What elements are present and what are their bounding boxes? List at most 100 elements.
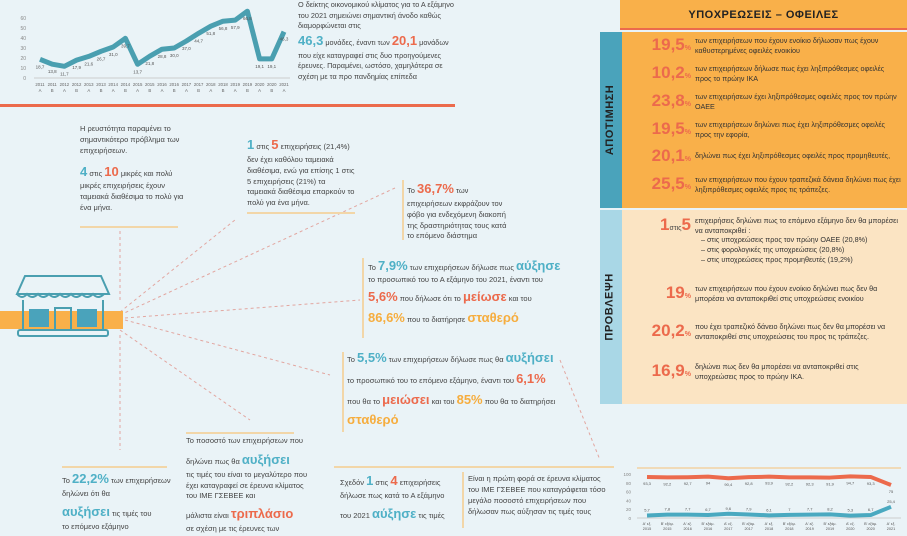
assessment-label-bar: ΑΠΟΤΙΜΗΣΗ [600, 32, 622, 208]
t: τις τιμές [416, 510, 445, 520]
y-tick-label: 0 [23, 76, 26, 82]
staff-increase-pct: 7,9% [378, 258, 408, 273]
y-tick-label: 50 [20, 26, 26, 32]
divider [342, 352, 344, 432]
t: επιχειρήσεις δηλώνει πως το επόμενο εξάμ… [695, 216, 898, 235]
data-label: 28,8 [158, 54, 167, 59]
y-tick-label: 20 [20, 56, 26, 62]
bullet: – στις υποχρεώσεις προς τον πρώην ΟΑΕΕ (… [701, 235, 868, 245]
forecast-value: 19% [620, 284, 695, 303]
x-tick-label: 2021 Α [279, 82, 289, 93]
y-tick-label: 60 [20, 16, 26, 22]
x-tick-label: Α' εξ. 2018 [765, 522, 774, 531]
data-label: 21,8 [145, 61, 154, 66]
data-label: 93,3 [643, 481, 652, 486]
prices-next-note: Το 22,2% των επιχειρήσεων δηλώνει ότι θα… [62, 470, 172, 532]
y-tick-label: 30 [20, 46, 26, 52]
t: Σχεδόν [340, 478, 367, 487]
t: 1 [660, 215, 670, 234]
y-tick-label: 100 [623, 472, 631, 477]
t: αυξήσει [62, 503, 110, 519]
x-tick-label: 2015 Β [145, 82, 155, 93]
divider [80, 226, 178, 228]
staff-past-note: Το 7,9% των επιχειρήσεων δήλωσε πως αύξη… [368, 258, 588, 326]
liquidity-text: Η ρευστότητα παραμένει το σημαντικότερο … [80, 124, 180, 155]
data-label: 93,3 [867, 481, 876, 486]
assessment-row: 10,2% των επιχειρήσεων δήλωσε πως έχει λη… [620, 64, 901, 83]
x-tick-label: 2013 Β [96, 82, 106, 93]
t: των επιχειρήσεων δήλωσε πως θα [386, 355, 506, 364]
data-label: 30,0 [170, 53, 179, 58]
value: 19 [665, 283, 685, 303]
y-tick-label: 20 [626, 507, 632, 512]
assessment-row: 23,8% των επιχειρήσεων έχει ληξιπρόθεσμες… [620, 92, 901, 111]
t: που το διατήρησε [404, 314, 468, 324]
fear-pre: Το [407, 186, 418, 195]
t: και του [429, 396, 457, 406]
data-label: 17,9 [72, 65, 81, 70]
forecast-label: ΠΡΟΒΛΕΨΗ [604, 273, 617, 341]
sep: στις [87, 168, 105, 178]
data-label: 46,3 [280, 37, 289, 42]
divider [247, 212, 355, 214]
data-label: 8,2 [827, 506, 833, 511]
t: αύξησε [516, 258, 561, 273]
x-tick-label: Α' εξ. 2021 [887, 522, 896, 531]
series-line [646, 504, 892, 518]
x-tick-label: Β' εξάμ. 2015 [661, 522, 674, 531]
t: επιχειρήσεις δήλωσε πως κατά το Α εξάμην… [340, 478, 445, 500]
t: Το [347, 355, 358, 364]
assessment-row: 19,5% των επιχειρήσεων που έχουν ενοίκιο … [620, 36, 901, 55]
y-tick-label: 40 [20, 36, 26, 42]
x-tick-label: 2017 Α [182, 82, 192, 93]
t: που θα το διατηρήσει [482, 396, 556, 406]
assessment-row: 19,5% των επιχειρήσεων δηλώνει πως έχει λ… [620, 120, 901, 139]
data-label: 6,1 [766, 507, 772, 512]
divider [186, 432, 294, 434]
data-label: 90,4 [724, 482, 733, 487]
t: των επιχειρήσεων δήλωσε πως [407, 263, 517, 272]
t: σε σχέση με τις έρευνες των [186, 524, 280, 534]
t: δηλώνει πως θα [186, 456, 242, 466]
cash-n1: 1 [247, 137, 255, 152]
assessment-value: 20,1% [620, 146, 695, 166]
fear-rest: των επιχειρήσεων εκφράζουν τον φόβο για … [407, 186, 507, 241]
t: Το [62, 476, 73, 485]
forecast-value: 20,2% [620, 322, 695, 341]
pct: % [684, 293, 691, 301]
cash-rest: επιχειρήσεις (21,4%) δεν έχει καθόλου τα… [247, 142, 355, 208]
x-tick-label: Α' εξ. 2015 [643, 522, 652, 531]
assessment-value: 10,2% [620, 64, 695, 83]
data-label: 19,1 [267, 64, 276, 69]
data-label: 66,8 [243, 16, 252, 21]
t: που θα το [347, 396, 383, 406]
data-label: 92,7 [684, 481, 693, 486]
x-tick-label: Β' εξάμ. 2016 [701, 522, 714, 531]
t: του 2021 [340, 510, 372, 520]
assessment-text: των επιχειρήσεων δήλωσε πως έχει ληξιπρό… [695, 64, 885, 83]
assessment-value: 25,5% [620, 175, 695, 194]
data-label: 92,2 [663, 481, 672, 486]
pct: % [684, 101, 691, 109]
t: των επιχειρήσεων δηλώνει ότι θα [62, 476, 171, 498]
pct: % [684, 184, 691, 192]
x-tick-label: 2012 Α [60, 82, 70, 93]
data-label: 11,7 [60, 71, 69, 76]
x-tick-label: 2020 Β [267, 82, 277, 93]
data-label: 7 [788, 507, 791, 512]
assessment-text: δηλώνει πως έχει ληξιπρόθεσμες οφειλές π… [695, 151, 891, 161]
x-tick-label: Β' εξάμ. 2017 [742, 522, 755, 531]
pct: % [684, 129, 691, 137]
x-tick-label: 2011 Β [48, 82, 58, 93]
value: 20,2 [651, 321, 685, 341]
x-tick-label: Β' εξάμ. 2020 [864, 522, 877, 531]
x-tick-label: Β' εξάμ. 2018 [783, 522, 796, 531]
data-label: 31,0 [109, 52, 118, 57]
x-tick-label: Α' εξ. 2020 [846, 522, 855, 531]
staff-next-decrease-pct: 6,1% [516, 370, 546, 386]
prices-past-note: Σχεδόν 1 στις 4 επιχειρήσεις δήλωσε πως … [340, 472, 458, 524]
forecast-first: 1στις5 επιχειρήσεις δηλώνει πως το επόμε… [620, 215, 901, 265]
assessment-value: 19,5% [620, 120, 695, 139]
data-label: 91,9 [826, 482, 835, 487]
liquidity-n2: 10 [104, 163, 119, 179]
